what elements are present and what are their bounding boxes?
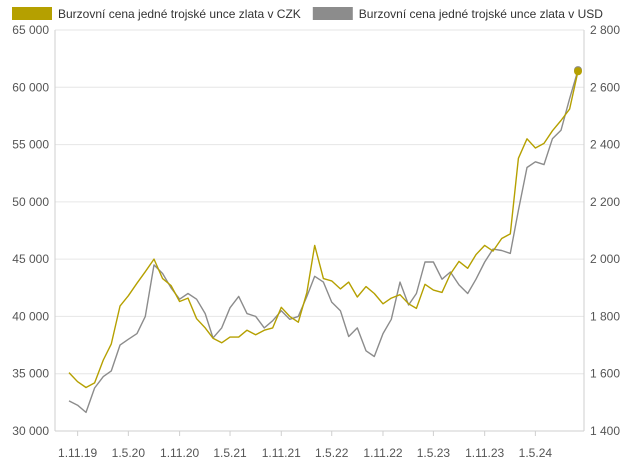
right-y-axis: 1 400 1 600 1 800 2 000 2 200 2 400 2 600 2 800: [583, 23, 620, 438]
x-tick-label: 1.11.20: [160, 446, 199, 460]
left-y-axis: 30 000 35 000 40 000 45 000 50 000 55 000 60 0…: [12, 23, 56, 438]
right-y-tick-label: 1 800: [590, 309, 620, 323]
right-y-tick-label: 2 800: [590, 23, 620, 37]
series-line-czk: [68, 71, 579, 389]
x-tick-label: 1.5.21: [213, 446, 247, 460]
x-tick-label: 1.11.23: [465, 446, 504, 460]
legend-swatch: [12, 7, 52, 20]
right-y-tick-label: 1 400: [590, 424, 620, 438]
legend-label: Burzovní cena jedné trojské unce zlata v…: [359, 7, 603, 21]
end-marker-czk: [574, 67, 582, 76]
grid: [55, 29, 584, 432]
x-tick-label: 1.11.21: [262, 446, 301, 460]
x-tick-label: 1.11.19: [58, 446, 97, 460]
x-tick-label: 1.5.24: [519, 446, 553, 460]
left-y-tick-label: 60 000: [12, 80, 49, 94]
left-y-tick-label: 45 000: [12, 252, 49, 266]
x-tick-label: 1.11.22: [363, 446, 402, 460]
left-y-tick-label: 55 000: [12, 138, 49, 152]
legend: Burzovní cena jedné trojské unce zlata v…: [12, 7, 603, 21]
right-y-tick-label: 2 600: [590, 80, 620, 94]
left-y-tick-label: 35 000: [12, 367, 49, 381]
left-y-tick-label: 50 000: [12, 195, 49, 209]
left-y-tick-label: 40 000: [12, 309, 49, 323]
series-lines: [68, 66, 582, 414]
x-tick-label: 1.5.20: [112, 446, 146, 460]
right-y-tick-label: 2 000: [590, 252, 620, 266]
x-tick-label: 1.5.23: [417, 446, 451, 460]
legend-swatch: [312, 7, 353, 20]
legend-label: Burzovní cena jedné trojské unce zlata v…: [58, 7, 301, 21]
series-line-usd: [68, 69, 579, 414]
left-y-tick-label: 30 000: [12, 424, 49, 438]
x-tick-label: 1.5.22: [315, 446, 349, 460]
x-axis: 1.11.19 1.5.20 1.11.20 1.5.21 1.11.21 1.5.22 1…: [55, 430, 584, 460]
right-y-tick-label: 2 200: [590, 195, 620, 209]
left-y-tick-label: 65 000: [12, 23, 49, 37]
right-y-tick-label: 1 600: [590, 367, 620, 381]
right-y-tick-label: 2 400: [590, 138, 620, 152]
